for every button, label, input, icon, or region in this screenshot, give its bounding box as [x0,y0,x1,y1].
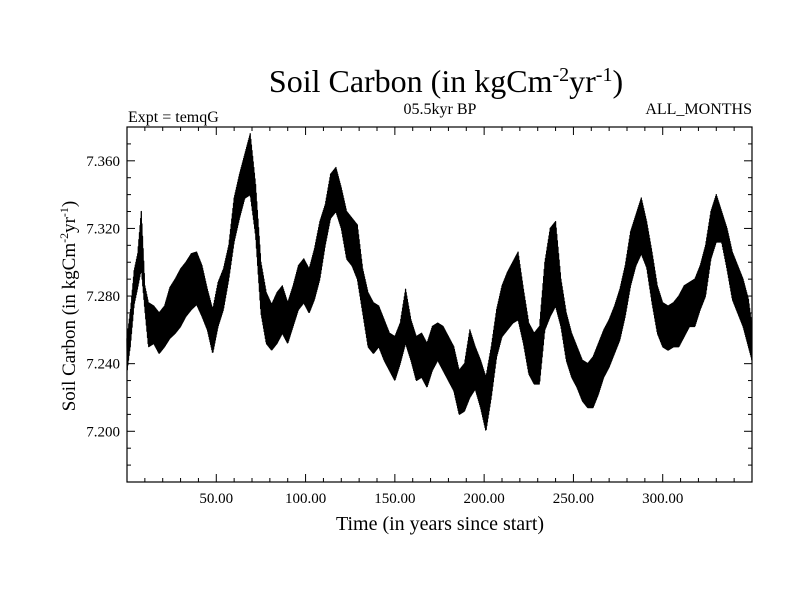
x-tick-label: 250.00 [553,491,594,507]
series-group [126,133,753,431]
x-tick-label: 100.00 [285,491,326,507]
x-tick-label: 300.00 [642,491,683,507]
series-line [126,133,753,431]
y-tick-label: 7.280 [86,289,120,305]
plot-frame [126,126,753,483]
y-tick-label: 7.240 [86,357,120,373]
x-axis-ticks: 50.00 100.00 150.00 200.00 250.00 300.00 [144,127,735,507]
y-axis-label-group: Soil Carbon (in kgCm-2yr-1) [57,201,80,412]
x-axis-label: Time (in years since start) [336,513,544,535]
x-tick-label: 200.00 [464,491,505,507]
x-tick-label: 150.00 [374,491,415,507]
period-label: 05.5kyr BP [404,101,477,118]
y-tick-label: 7.360 [86,154,120,170]
y-tick-label: 7.320 [86,221,120,237]
months-label: ALL_MONTHS [645,101,752,118]
experiment-label: Expt = temqG [128,109,219,126]
chart-title: Soil Carbon (in kgCm-2yr-1) [269,63,623,99]
y-axis-ticks: 7.200 7.240 7.280 7.320 7.360 [86,143,752,466]
y-axis-label: Soil Carbon (in kgCm-2yr-1) [57,201,80,412]
y-tick-label: 7.200 [86,424,120,440]
x-tick-label: 50.00 [199,491,233,507]
